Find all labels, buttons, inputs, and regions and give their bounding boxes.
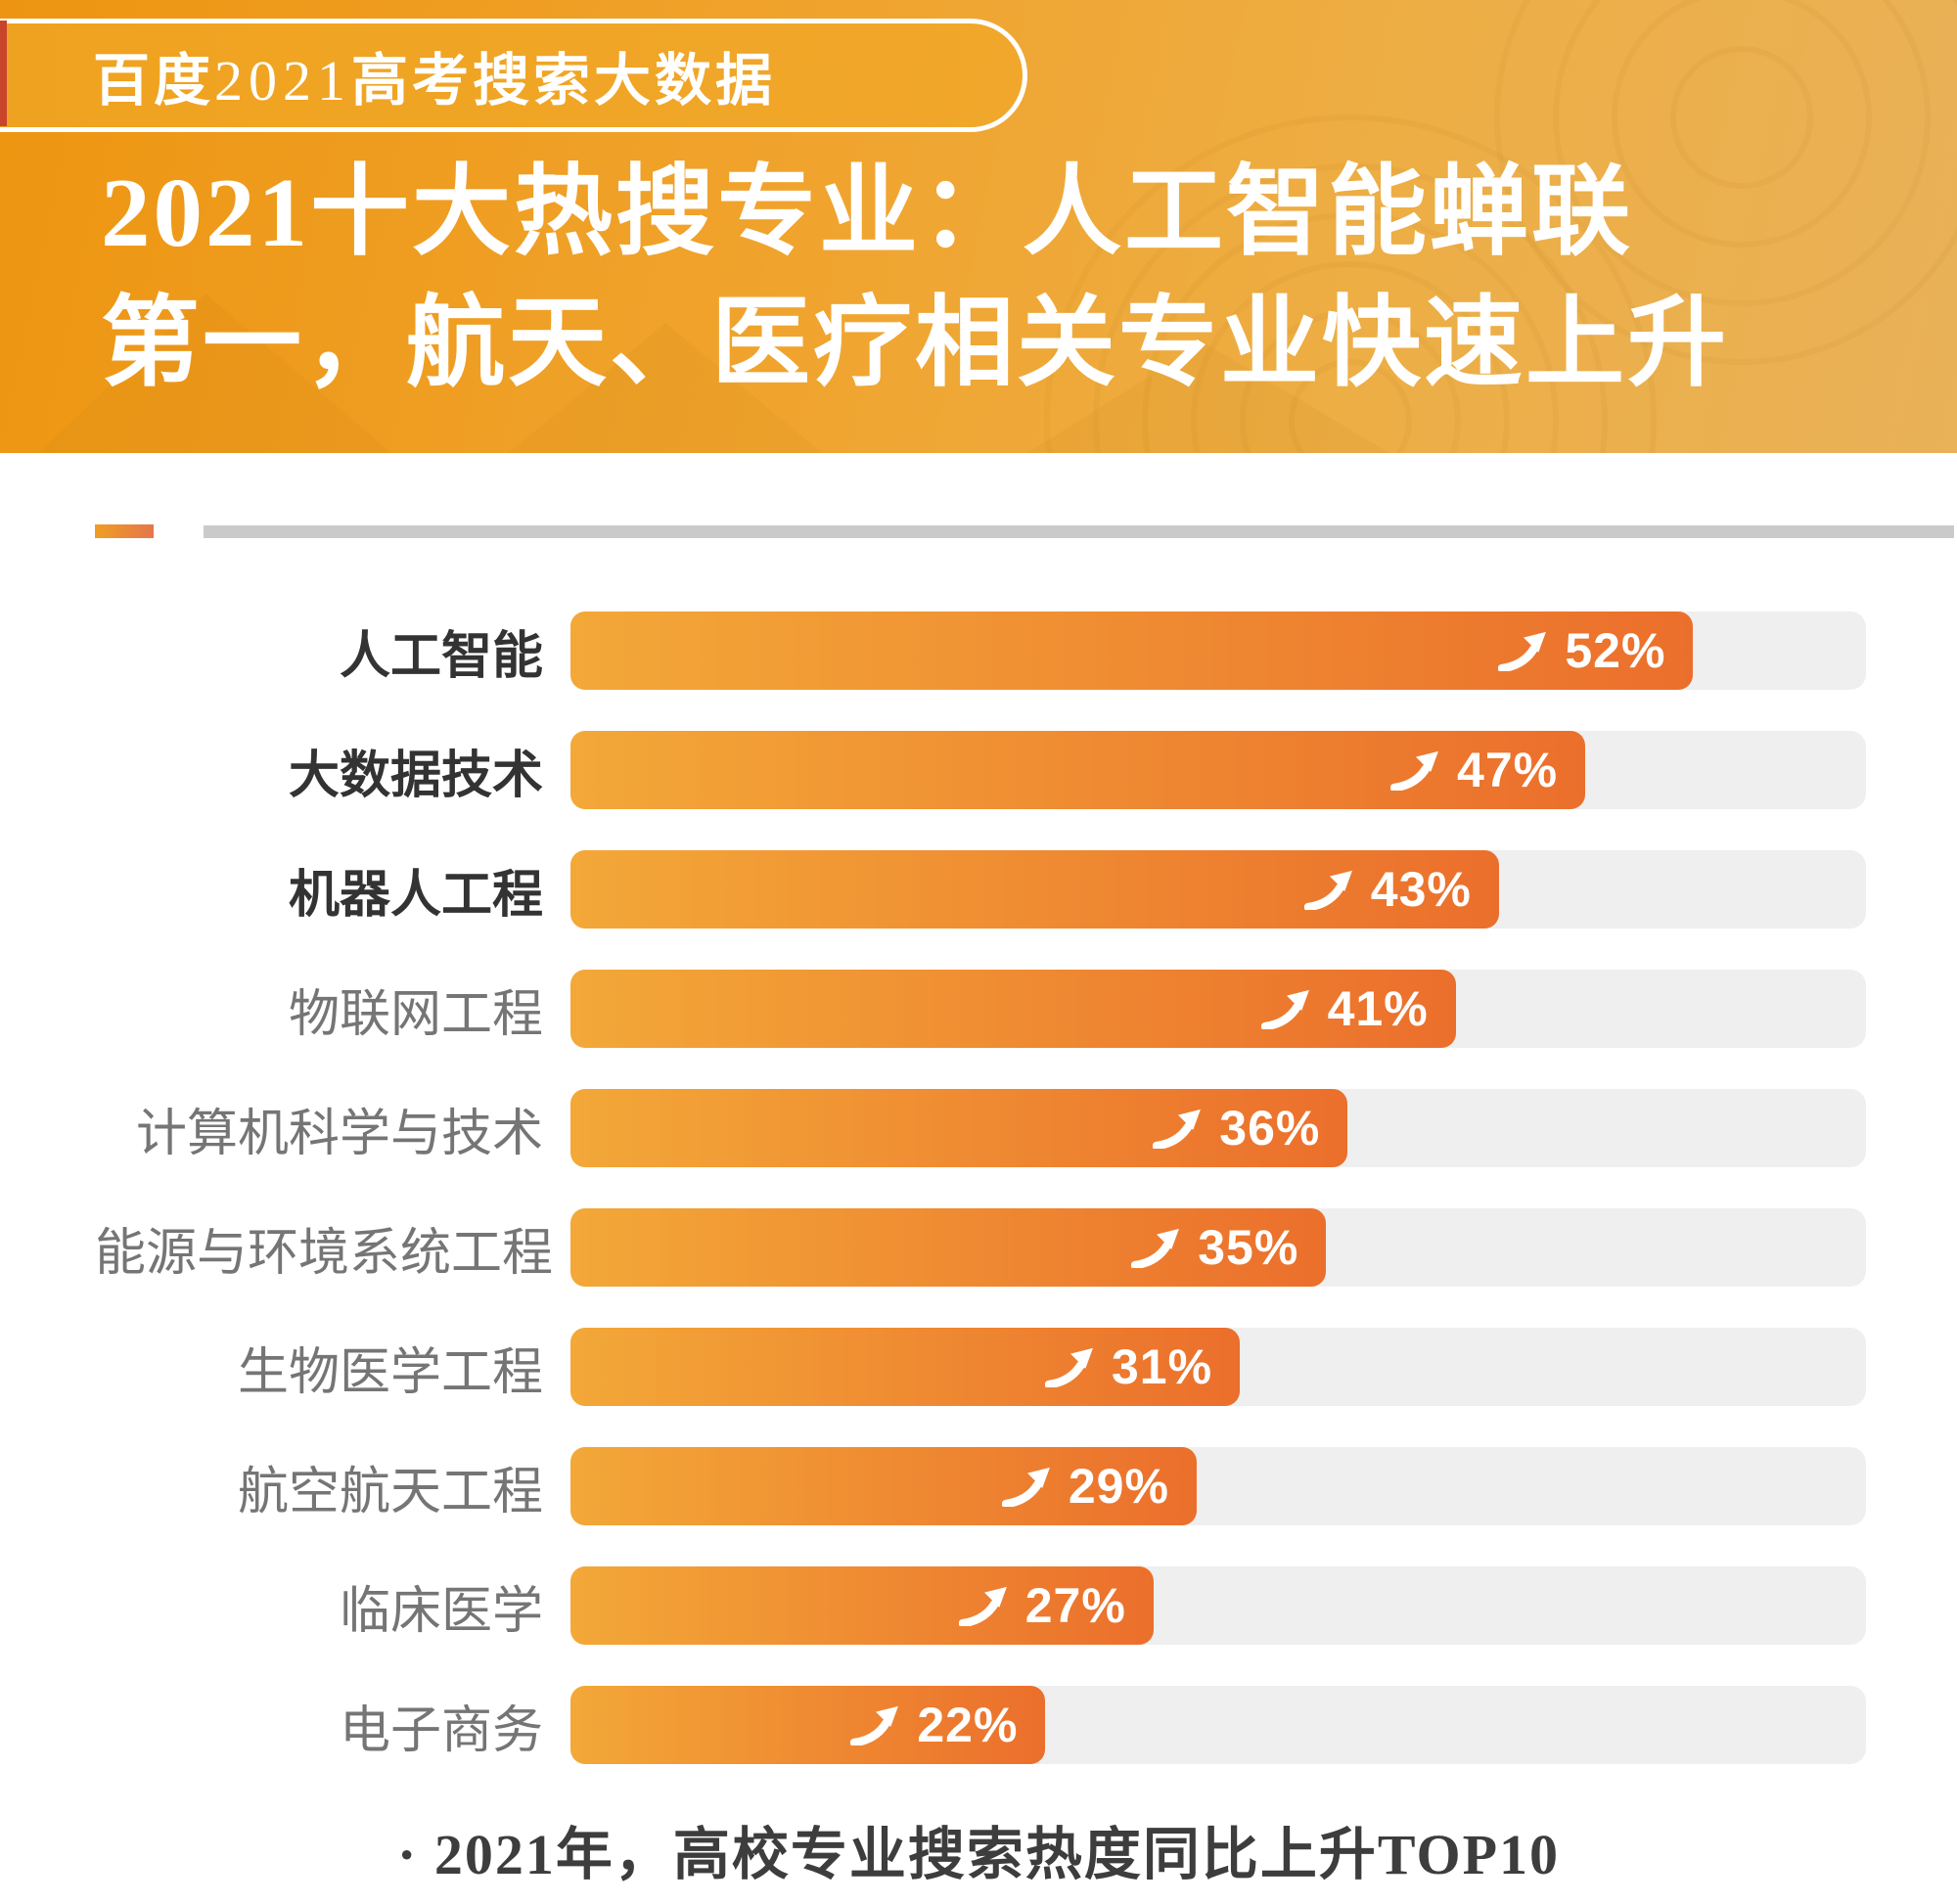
bar-value-number: 47 — [1457, 743, 1514, 797]
bar-value-number: 31 — [1111, 1339, 1168, 1394]
badge-text: 百度2021高考搜索大数据 — [93, 34, 776, 116]
bar-value-number: 29 — [1068, 1459, 1125, 1514]
trend-up-arrow-icon — [1498, 631, 1547, 671]
divider-dash — [95, 524, 154, 538]
bar-row: 临床医学 27% — [95, 1566, 1866, 1645]
bar-row: 大数据技术 47% — [95, 731, 1866, 809]
bar-track: 27% — [570, 1566, 1866, 1645]
bar-row: 机器人工程 43% — [95, 850, 1866, 929]
bar-track: 43% — [570, 850, 1866, 929]
bar-value: 36% — [1219, 1100, 1320, 1156]
bar-fill: 41% — [570, 970, 1456, 1048]
bar-track: 36% — [570, 1089, 1866, 1167]
bar-value-suffix: % — [1253, 1220, 1299, 1275]
trend-up-arrow-icon — [1260, 989, 1309, 1029]
bar-track: 31% — [570, 1328, 1866, 1406]
page-title-line2: 第一，航天、医疗相关专业快速上升 — [101, 289, 1730, 398]
bar-fill: 22% — [570, 1686, 1046, 1764]
trend-up-arrow-icon — [1131, 1228, 1180, 1268]
bar-value: 43% — [1371, 861, 1472, 918]
bar-value-suffix: % — [1384, 981, 1429, 1036]
trend-up-arrow-icon — [1390, 750, 1438, 791]
bar-fill: 27% — [570, 1566, 1154, 1645]
bar-row: 物联网工程 41% — [95, 970, 1866, 1048]
bar-fill: 43% — [570, 850, 1499, 929]
bar-fill: 29% — [570, 1447, 1197, 1525]
page-title-line1: 2021十大热搜专业：人工智能蝉联 — [101, 158, 1634, 267]
bar-track: 47% — [570, 731, 1866, 809]
bar-value-number: 43 — [1370, 862, 1428, 917]
contour-pattern-decoration — [39, 0, 1957, 453]
bar-fill: 35% — [570, 1208, 1327, 1287]
trend-up-arrow-icon — [850, 1705, 899, 1745]
bar-value: 22% — [917, 1697, 1018, 1753]
bar-value: 52% — [1565, 622, 1665, 679]
bar-value-suffix: % — [1513, 743, 1559, 797]
bar-row: 人工智能 52% — [95, 612, 1866, 690]
bar-track: 29% — [570, 1447, 1866, 1525]
bar-row: 电子商务 22% — [95, 1686, 1866, 1764]
bar-label: 生物医学工程 — [237, 1343, 543, 1401]
header-banner: 百度2021高考搜索大数据 2021十大热搜专业：人工智能蝉联 第一，航天、医疗… — [0, 0, 1957, 453]
bar-fill: 52% — [570, 612, 1694, 690]
bar-fill: 31% — [570, 1328, 1241, 1406]
bar-track: 22% — [570, 1686, 1866, 1764]
bar-value-suffix: % — [1620, 623, 1666, 678]
badge-pill: 百度2021高考搜索大数据 — [0, 19, 1027, 132]
bar-value-number: 36 — [1219, 1101, 1276, 1156]
bar-value-suffix: % — [973, 1698, 1019, 1752]
trend-up-arrow-icon — [1044, 1347, 1093, 1387]
bar-label: 机器人工程 — [288, 866, 543, 924]
bar-value-suffix: % — [1275, 1101, 1321, 1156]
badge-suffix: 高考搜索大数据 — [351, 49, 777, 113]
bar-value-number: 41 — [1327, 981, 1385, 1036]
trend-up-arrow-icon — [1001, 1467, 1050, 1507]
bar-label: 电子商务 — [339, 1701, 543, 1759]
bar-value-number: 52 — [1565, 623, 1621, 678]
bar-label: 计算机科学与技术 — [135, 1105, 543, 1162]
bar-value-number: 22 — [917, 1698, 974, 1752]
bar-track: 35% — [570, 1208, 1866, 1287]
trend-up-arrow-icon — [958, 1586, 1007, 1626]
source-note: · 2021年，高校专业搜索热度同比上升TOP10 — [396, 1823, 1561, 1886]
bar-fill: 47% — [570, 731, 1586, 809]
bar-label: 航空航天工程 — [237, 1463, 543, 1520]
bar-value-number: 35 — [1198, 1220, 1254, 1275]
bar-value-suffix: % — [1081, 1578, 1126, 1633]
trend-up-arrow-icon — [1153, 1109, 1202, 1149]
bar-label: 大数据技术 — [288, 747, 543, 804]
badge-left-accent — [0, 21, 7, 126]
bar-label: 能源与环境系统工程 — [95, 1224, 554, 1282]
bar-value-suffix: % — [1167, 1339, 1213, 1394]
bar-label: 临床医学 — [339, 1582, 543, 1640]
bar-track: 41% — [570, 970, 1866, 1048]
bar-label: 物联网工程 — [288, 985, 543, 1043]
badge-prefix: 百度 — [93, 49, 215, 113]
bar-row: 能源与环境系统工程 35% — [95, 1208, 1866, 1287]
bar-track: 52% — [570, 612, 1866, 690]
bar-row: 生物医学工程 31% — [95, 1328, 1866, 1406]
bar-value-suffix: % — [1124, 1459, 1169, 1514]
bar-row: 计算机科学与技术 36% — [95, 1089, 1866, 1167]
bar-value: 29% — [1069, 1458, 1169, 1515]
badge-year: 2021 — [214, 49, 352, 113]
page-title: 2021十大热搜专业：人工智能蝉联 第一，航天、医疗相关专业快速上升 — [101, 147, 1882, 409]
bar-value-suffix: % — [1427, 862, 1472, 917]
bar-value: 35% — [1198, 1219, 1298, 1276]
bar-value: 27% — [1025, 1577, 1126, 1634]
bar-value-number: 27 — [1024, 1578, 1082, 1633]
bar-value: 41% — [1328, 980, 1429, 1037]
bar-value: 47% — [1457, 742, 1558, 798]
bar-label: 人工智能 — [339, 627, 543, 685]
divider-line — [204, 525, 1954, 538]
bar-row: 航空航天工程 29% — [95, 1447, 1866, 1525]
trend-up-arrow-icon — [1303, 870, 1352, 910]
bar-chart: 人工智能 52% 大数据技术 47% 机器人工程 43% 物联网工程 41% 计算机科学与技术 3… — [95, 612, 1866, 1805]
bar-value: 31% — [1112, 1338, 1212, 1395]
bar-fill: 36% — [570, 1089, 1348, 1167]
